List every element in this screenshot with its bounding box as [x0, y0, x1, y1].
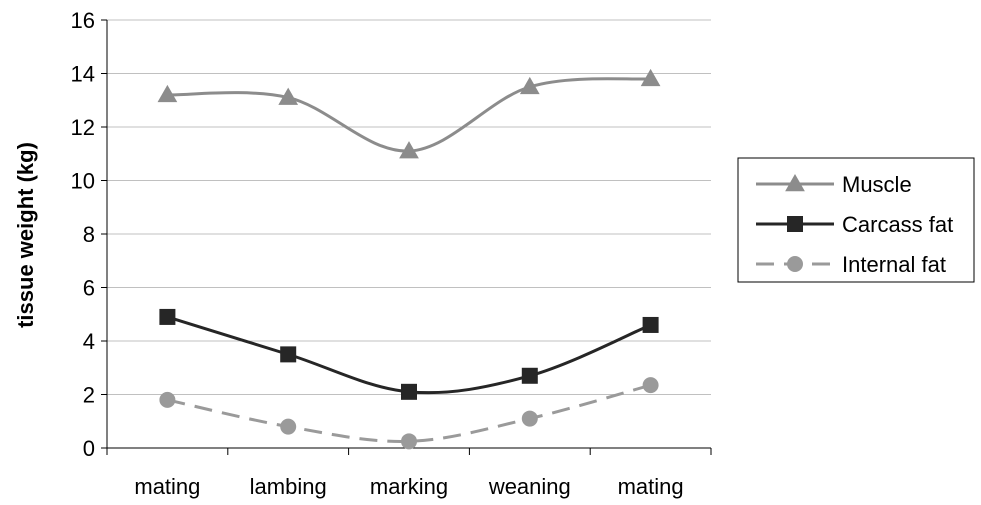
series-line-muscle: [167, 77, 651, 153]
y-tick-labels: 0 2 4 6 8 10 12 14 16: [71, 8, 95, 461]
data-point-carcass-fat: [159, 308, 176, 325]
data-point-muscle: [278, 87, 299, 105]
x-tick-labels: mating lambing marking weaning mating: [134, 474, 683, 499]
data-point-muscle: [519, 76, 540, 95]
y-tick-label: 16: [71, 8, 95, 33]
series-group: [157, 68, 661, 450]
data-point-carcass-fat: [280, 346, 297, 363]
legend-item-internal-fat: Internal fat: [756, 252, 946, 277]
y-tick-label: 8: [83, 222, 95, 247]
x-tick-label: lambing: [250, 474, 327, 499]
gridlines: [107, 19, 711, 395]
data-point-carcass-fat: [521, 367, 538, 384]
y-tick-label: 6: [83, 276, 95, 301]
y-tick-label: 10: [71, 169, 95, 194]
legend-item-carcass-fat: Carcass fat: [756, 212, 953, 237]
legend-marker-carcass-fat: [787, 216, 803, 232]
y-tick-label: 14: [71, 62, 95, 87]
series-muscle: [157, 68, 661, 159]
data-point-muscle: [399, 141, 419, 159]
x-tick-label: marking: [370, 474, 448, 499]
series-carcass-fat: [159, 308, 659, 400]
data-point-muscle: [640, 68, 661, 87]
y-tick-label: 0: [83, 436, 95, 461]
data-point-internal-fat: [521, 410, 538, 427]
y-tick-label: 12: [71, 115, 95, 140]
data-point-internal-fat: [159, 391, 176, 408]
data-point-internal-fat: [642, 377, 659, 394]
legend: Muscle Carcass fat Internal fat: [737, 157, 975, 283]
y-axis-label: tissue weight (kg): [13, 142, 38, 328]
legend-marker-internal-fat: [787, 256, 803, 272]
legend-marker-muscle: [785, 173, 805, 192]
series-internal-fat: [159, 377, 659, 450]
series-line-carcass-fat: [166, 315, 652, 395]
data-point-internal-fat: [280, 418, 297, 435]
legend-label-muscle: Muscle: [842, 172, 912, 197]
y-tick-label: 2: [83, 383, 95, 408]
data-point-muscle: [157, 84, 178, 103]
data-point-carcass-fat: [642, 316, 659, 333]
legend-box: [737, 157, 975, 283]
legend-label-carcass-fat: Carcass fat: [842, 212, 953, 237]
y-tick-label: 4: [83, 329, 95, 354]
data-point-carcass-fat: [401, 383, 417, 400]
x-tick-label: mating: [618, 474, 684, 499]
legend-item-muscle: Muscle: [756, 172, 912, 197]
x-tick-label: weaning: [488, 474, 571, 499]
legend-label-internal-fat: Internal fat: [842, 252, 946, 277]
x-tick-label: mating: [134, 474, 200, 499]
data-point-internal-fat: [401, 433, 417, 450]
